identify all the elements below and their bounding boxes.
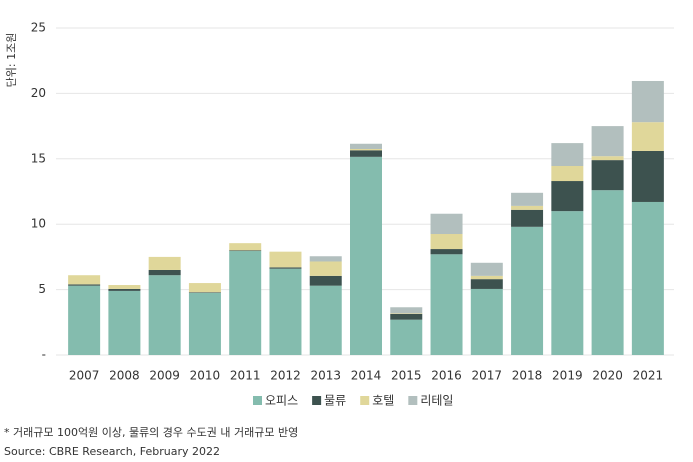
bar-segment xyxy=(269,267,302,269)
footnote: * 거래규모 100억원 이상, 물류의 경우 수도권 내 거래규모 반영 xyxy=(4,426,298,439)
bar-segment xyxy=(470,262,503,276)
bar-segment xyxy=(309,256,342,262)
x-tick-label: 2018 xyxy=(512,369,543,383)
x-tick-label: 2009 xyxy=(149,369,180,383)
bar-segment xyxy=(430,254,463,355)
bar-segment xyxy=(631,201,664,355)
bar-segment xyxy=(108,290,141,355)
bar-segment xyxy=(188,292,221,355)
legend-label: 오피스 xyxy=(265,394,298,408)
bar-segment xyxy=(229,250,262,252)
bar-segment xyxy=(68,275,101,285)
legend-swatch xyxy=(312,396,322,405)
legend-label: 리테일 xyxy=(420,394,453,408)
bar-segment xyxy=(350,148,382,151)
bar-segment xyxy=(551,181,584,212)
bar-segment xyxy=(188,283,221,293)
bar-segment xyxy=(551,211,584,355)
bar-segment xyxy=(309,261,342,276)
legend-label: 호텔 xyxy=(372,394,394,408)
bar-segment xyxy=(350,156,382,355)
bar-segment xyxy=(390,307,423,314)
bar-segment xyxy=(269,251,302,268)
y-axis-label: 단위: 1조원 xyxy=(5,33,18,88)
bar-segment xyxy=(470,288,503,355)
bar-segment xyxy=(390,313,423,320)
bar-segment xyxy=(430,249,463,255)
x-tick-label: 2008 xyxy=(109,369,140,383)
bar-segment xyxy=(188,292,221,293)
x-tick-label: 2015 xyxy=(391,369,422,383)
bar-segment xyxy=(148,256,181,270)
y-tick-label: 5 xyxy=(38,282,46,296)
bar-segment xyxy=(470,279,503,289)
bar-segment xyxy=(631,150,664,202)
bar-segment xyxy=(309,285,342,355)
y-tick-label: 25 xyxy=(31,21,46,35)
bar-segment xyxy=(108,288,141,291)
x-tick-label: 2016 xyxy=(431,369,462,383)
legend-swatch xyxy=(408,396,418,405)
x-tick-label: 2021 xyxy=(633,369,664,383)
bar-segment xyxy=(350,150,382,157)
bar-segment xyxy=(229,251,262,355)
x-tick-label: 2012 xyxy=(270,369,301,383)
source: Source: CBRE Research, February 2022 xyxy=(4,445,220,458)
bar-segment xyxy=(551,165,584,182)
x-tick-label: 2014 xyxy=(351,369,382,383)
bar-segment xyxy=(551,143,584,166)
bar-segment xyxy=(309,275,342,286)
bar-segment xyxy=(511,209,544,227)
y-tick-label: 15 xyxy=(31,151,46,165)
bar-segment xyxy=(591,160,624,191)
x-tick-label: 2020 xyxy=(592,369,623,383)
bar-segment xyxy=(390,319,423,355)
bar-segment xyxy=(511,226,544,355)
bar-segment xyxy=(591,190,624,355)
bar-segment xyxy=(470,275,503,280)
bar-segment xyxy=(591,126,624,157)
legend-swatch xyxy=(360,396,370,405)
y-tick-label: - xyxy=(42,348,46,362)
y-tick-label: 20 xyxy=(31,86,46,100)
bar-segment xyxy=(631,122,664,151)
x-tick-label: 2010 xyxy=(190,369,221,383)
bar-segment xyxy=(108,285,141,289)
x-tick-label: 2013 xyxy=(310,369,341,383)
legend-swatch xyxy=(253,396,262,405)
x-tick-label: 2007 xyxy=(69,369,100,383)
bar-segment xyxy=(148,269,181,276)
bar-segment xyxy=(350,143,382,149)
bar-segment xyxy=(511,205,544,210)
legend-label: 물류 xyxy=(324,394,346,408)
bar-segment xyxy=(68,284,101,286)
x-tick-label: 2011 xyxy=(230,369,261,383)
x-tick-label: 2017 xyxy=(472,369,503,383)
bar-segment xyxy=(591,156,624,161)
bar-segment xyxy=(390,313,423,314)
bar-segment xyxy=(68,285,101,355)
bar-segment xyxy=(631,80,664,123)
bar-segment xyxy=(511,192,544,206)
y-tick-label: 10 xyxy=(31,217,46,231)
bar-segment xyxy=(229,243,262,251)
bar-segment xyxy=(148,275,181,355)
bar-segment xyxy=(269,268,302,355)
x-tick-label: 2019 xyxy=(552,369,583,383)
bar-segment xyxy=(430,213,463,235)
bar-segment xyxy=(430,234,463,250)
